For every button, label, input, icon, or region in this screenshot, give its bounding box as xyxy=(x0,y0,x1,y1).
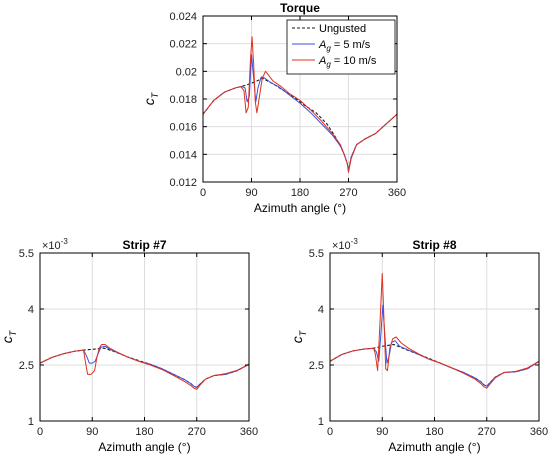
y-tick-label: 5.5 xyxy=(19,248,34,260)
y-tick-label: 0.012 xyxy=(169,177,197,189)
series-gust5-line xyxy=(202,54,398,172)
series-gust10-line xyxy=(329,273,540,389)
y-tick-label: 1 xyxy=(318,416,324,428)
legend-label-gust10: Ag = 10 m/s xyxy=(318,55,377,69)
x-tick-label: 90 xyxy=(376,426,388,438)
strip-8-chart: 0 90 180 270 360 1 2.5 4 5.5 Strip #8 Azimuth angl… xyxy=(289,237,548,454)
y-tick-label: 0.02 xyxy=(176,66,197,78)
x-tick-label: 180 xyxy=(135,426,153,438)
y-tick-label: 1 xyxy=(28,416,34,428)
series-gust10-line xyxy=(39,343,250,390)
y-tick-label: 4 xyxy=(28,304,34,316)
x-axis-label: Azimuth angle (°) xyxy=(254,201,346,215)
y-tick-label: 4 xyxy=(318,304,324,316)
y-tick-label: 5.5 xyxy=(309,248,324,260)
x-tick-label: 90 xyxy=(86,426,98,438)
y-exponent-label: ×10-3 xyxy=(332,237,358,252)
series-gust10-line xyxy=(202,36,398,173)
x-axis-label: Azimuth angle (°) xyxy=(98,440,190,454)
x-tick-label: 0 xyxy=(327,426,333,438)
y-tick-label: 2.5 xyxy=(19,360,34,372)
x-tick-label: 90 xyxy=(245,187,257,199)
x-tick-label: 180 xyxy=(425,426,443,438)
y-tick-label: 0.022 xyxy=(169,39,197,51)
series-gust5-line xyxy=(329,304,540,387)
x-tick-label: 0 xyxy=(200,187,206,199)
chart-title: Torque xyxy=(280,1,320,15)
x-tick-label: 360 xyxy=(388,187,406,199)
chart-title: Strip #8 xyxy=(412,238,456,252)
strip-7-chart: 0 90 180 270 360 1 2.5 4 5.5 Strip #7 Azimuth angl… xyxy=(0,237,258,454)
x-tick-label: 360 xyxy=(530,426,548,438)
x-axis-label: Azimuth angle (°) xyxy=(388,440,480,454)
y-tick-label: 2.5 xyxy=(309,360,324,372)
x-tick-label: 180 xyxy=(291,187,309,199)
x-tick-label: 270 xyxy=(478,426,496,438)
y-tick-label: 0.014 xyxy=(169,149,197,161)
y-axis-label: cT xyxy=(0,329,18,343)
y-exponent-label: ×10-3 xyxy=(42,237,68,252)
y-tick-label: 0.018 xyxy=(169,94,197,106)
x-tick-label: 360 xyxy=(240,426,258,438)
y-axis-label: cT xyxy=(141,91,160,105)
legend-label-ungusted: Ungusted xyxy=(319,23,366,35)
legend-label-gust5: Ag = 5 m/s xyxy=(318,39,371,53)
x-tick-label: 270 xyxy=(188,426,206,438)
torque-chart: 0 90 180 270 360 0.012 0.014 0.016 0.018 0.02 0.02… xyxy=(141,1,406,215)
y-axis-label: cT xyxy=(289,329,308,343)
chart-title: Strip #7 xyxy=(122,238,166,252)
legend: Ungusted Ag = 5 m/s Ag = 10 m/s xyxy=(286,19,396,75)
legend-box xyxy=(286,19,396,75)
x-tick-label: 270 xyxy=(339,187,357,199)
y-tick-label: 0.016 xyxy=(169,122,197,134)
y-tick-label: 0.024 xyxy=(169,11,197,23)
x-tick-label: 0 xyxy=(37,426,43,438)
